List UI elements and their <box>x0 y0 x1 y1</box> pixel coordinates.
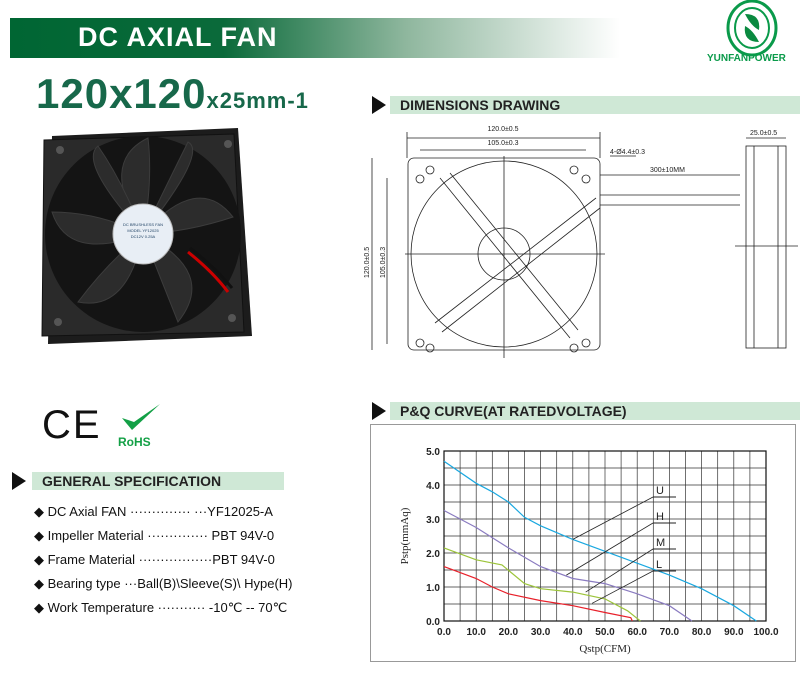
header-band <box>10 18 620 58</box>
series-label-H: H <box>656 511 664 523</box>
spec-item: ◆ Impeller Material ·············· PBT 9… <box>34 528 275 543</box>
ce-mark: CE <box>42 403 102 447</box>
fan-photo: DC BRUSHLESS FAN MODEL YF12025 DC12V 0.2… <box>38 122 263 355</box>
callout-arrow <box>566 522 654 576</box>
series-label-L: L <box>656 559 662 571</box>
y-tick-label: 0.0 <box>426 617 440 628</box>
section-arrow-icon <box>12 472 26 490</box>
callout-arrow <box>572 496 654 540</box>
section-arrow-icon <box>372 402 386 420</box>
dimensions-drawing: 120.0±0.5 105.0±0.3 4-Ø4.4±0.3 300±10MM … <box>360 118 803 363</box>
fan-size: 120x120x25mm-1 <box>36 70 309 118</box>
dim-height-pitch: 105.0±0.3 <box>380 247 387 278</box>
section-dimensions: DIMENSIONS DRAWING <box>390 96 800 114</box>
x-tick-label: 20.0 <box>499 627 519 638</box>
y-axis-label: Pstp(mmAq) <box>399 507 411 564</box>
x-tick-label: 70.0 <box>660 627 680 638</box>
x-tick-label: 30.0 <box>531 627 551 638</box>
section-spec: GENERAL SPECIFICATION <box>32 472 284 490</box>
label-line3: DC12V 0.25A <box>131 234 156 239</box>
y-tick-label: 4.0 <box>426 481 440 492</box>
x-tick-label: 80.0 <box>692 627 712 638</box>
x-tick-label: 10.0 <box>466 627 486 638</box>
dim-width: 120.0±0.5 <box>487 126 518 133</box>
x-tick-label: 40.0 <box>563 627 583 638</box>
page-title: DC AXIAL FAN <box>78 22 278 52</box>
dim-lead: 300±10MM <box>650 167 685 174</box>
y-tick-label: 1.0 <box>426 583 440 594</box>
dim-hole-pitch: 105.0±0.3 <box>487 140 518 147</box>
pq-chart-frame <box>370 424 796 662</box>
dim-depth: 25.0±0.5 <box>750 130 777 137</box>
brand-name: YUNFANPOWER <box>707 53 786 64</box>
spec-item: ◆ Bearing type ···Ball(B)\Sleeve(S)\ Hyp… <box>34 576 293 591</box>
curve-M <box>443 547 641 622</box>
callout-arrow <box>585 548 654 593</box>
spec-item: ◆ Frame Material ·················PBT 94… <box>34 552 275 567</box>
spec-item: ◆ Work Temperature ··········· -10℃ -- 7… <box>34 600 288 615</box>
x-tick-label: 100.0 <box>753 627 778 638</box>
series-label-U: U <box>656 485 664 497</box>
callout-arrow <box>591 570 654 604</box>
y-tick-label: 3.0 <box>426 515 440 526</box>
section-arrow-icon <box>372 96 386 114</box>
section-pq: P&Q CURVE(AT RATEDVOLTAGE) <box>390 402 800 420</box>
y-tick-label: 2.0 <box>426 549 440 560</box>
x-axis-label: Qstp(CFM) <box>579 643 631 655</box>
label-line2: MODEL YF12025 <box>127 228 159 233</box>
x-tick-label: 90.0 <box>724 627 744 638</box>
y-tick-label: 5.0 <box>426 447 440 458</box>
curve-H <box>443 509 693 622</box>
brand-logo: YUNFANPOWER <box>705 0 803 66</box>
dim-height: 120.0±0.5 <box>364 247 371 278</box>
x-tick-label: 0.0 <box>437 627 451 638</box>
spec-item: ◆ DC Axial FAN ·············· ···YF12025… <box>34 504 273 519</box>
size-main: 120x120 <box>36 70 207 117</box>
x-tick-label: 60.0 <box>627 627 647 638</box>
curve-L <box>443 566 633 622</box>
plot-area <box>443 450 767 622</box>
series-label-M: M <box>656 537 665 549</box>
rohs-mark: RoHS <box>118 402 163 449</box>
size-sub: x25mm-1 <box>206 88 309 113</box>
dim-holes: 4-Ø4.4±0.3 <box>610 149 645 156</box>
label-line1: DC BRUSHLESS FAN <box>123 222 163 227</box>
x-tick-label: 50.0 <box>595 627 615 638</box>
rohs-text: RoHS <box>118 435 151 449</box>
